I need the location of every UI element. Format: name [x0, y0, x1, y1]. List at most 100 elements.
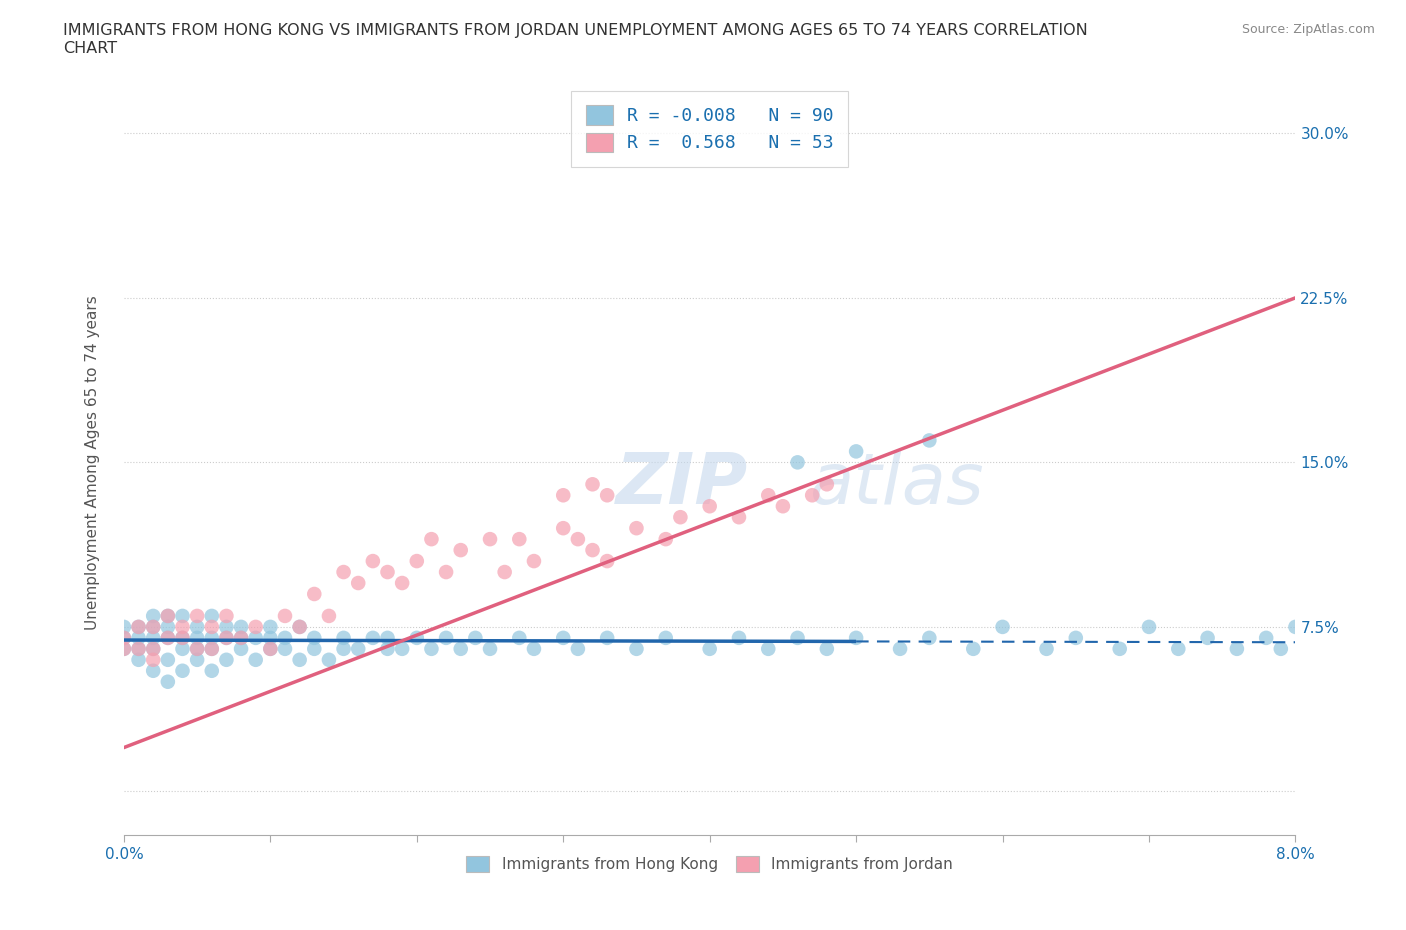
- Point: [259, 642, 281, 657]
- Point: [112, 631, 135, 645]
- Text: Source: ZipAtlas.com: Source: ZipAtlas.com: [1241, 23, 1375, 36]
- Point: [581, 477, 603, 492]
- Point: [464, 631, 486, 645]
- Point: [523, 642, 546, 657]
- Point: [918, 433, 941, 448]
- Point: [332, 631, 354, 645]
- Point: [962, 642, 984, 657]
- Point: [215, 619, 238, 634]
- Y-axis label: Unemployment Among Ages 65 to 74 years: Unemployment Among Ages 65 to 74 years: [86, 295, 100, 630]
- Point: [450, 642, 472, 657]
- Point: [1137, 619, 1160, 634]
- Point: [288, 619, 311, 634]
- Point: [332, 642, 354, 657]
- Point: [142, 642, 165, 657]
- Point: [361, 631, 384, 645]
- Point: [655, 631, 678, 645]
- Point: [215, 608, 238, 623]
- Point: [186, 652, 208, 667]
- Point: [112, 619, 135, 634]
- Text: atlas: atlas: [810, 450, 984, 519]
- Point: [172, 631, 194, 645]
- Point: [845, 631, 868, 645]
- Point: [1256, 631, 1278, 645]
- Point: [347, 576, 370, 591]
- Point: [142, 619, 165, 634]
- Point: [229, 631, 252, 645]
- Point: [318, 608, 340, 623]
- Point: [245, 631, 267, 645]
- Point: [553, 521, 575, 536]
- Point: [128, 652, 150, 667]
- Point: [626, 642, 648, 657]
- Point: [142, 619, 165, 634]
- Point: [756, 642, 779, 657]
- Point: [332, 565, 354, 579]
- Point: [361, 553, 384, 568]
- Point: [450, 543, 472, 558]
- Point: [156, 608, 179, 623]
- Point: [172, 663, 194, 678]
- Point: [1284, 619, 1306, 634]
- Point: [377, 631, 399, 645]
- Point: [112, 642, 135, 657]
- Point: [596, 488, 619, 503]
- Point: [304, 631, 326, 645]
- Point: [494, 565, 516, 579]
- Point: [245, 619, 267, 634]
- Point: [918, 631, 941, 645]
- Point: [479, 532, 502, 547]
- Point: [318, 652, 340, 667]
- Point: [172, 619, 194, 634]
- Point: [156, 674, 179, 689]
- Point: [172, 642, 194, 657]
- Point: [156, 619, 179, 634]
- Point: [112, 642, 135, 657]
- Point: [1035, 642, 1057, 657]
- Point: [142, 608, 165, 623]
- Point: [699, 498, 721, 513]
- Point: [259, 642, 281, 657]
- Point: [215, 631, 238, 645]
- Point: [756, 488, 779, 503]
- Point: [596, 553, 619, 568]
- Point: [201, 642, 224, 657]
- Point: [669, 510, 692, 525]
- Point: [156, 631, 179, 645]
- Point: [728, 631, 751, 645]
- Point: [699, 642, 721, 657]
- Point: [245, 652, 267, 667]
- Point: [1108, 642, 1130, 657]
- Point: [596, 631, 619, 645]
- Point: [786, 631, 808, 645]
- Point: [156, 652, 179, 667]
- Point: [288, 619, 311, 634]
- Point: [991, 619, 1014, 634]
- Point: [186, 619, 208, 634]
- Point: [567, 642, 589, 657]
- Point: [889, 642, 911, 657]
- Point: [229, 631, 252, 645]
- Point: [845, 444, 868, 458]
- Point: [347, 642, 370, 657]
- Point: [201, 619, 224, 634]
- Point: [434, 565, 457, 579]
- Point: [156, 608, 179, 623]
- Point: [229, 642, 252, 657]
- Point: [128, 642, 150, 657]
- Point: [201, 663, 224, 678]
- Point: [434, 631, 457, 645]
- Point: [142, 642, 165, 657]
- Point: [420, 642, 443, 657]
- Point: [274, 642, 297, 657]
- Point: [112, 631, 135, 645]
- Point: [201, 642, 224, 657]
- Point: [815, 477, 838, 492]
- Point: [508, 631, 530, 645]
- Point: [128, 619, 150, 634]
- Point: [201, 608, 224, 623]
- Point: [215, 631, 238, 645]
- Point: [772, 498, 794, 513]
- Point: [405, 553, 427, 568]
- Point: [420, 532, 443, 547]
